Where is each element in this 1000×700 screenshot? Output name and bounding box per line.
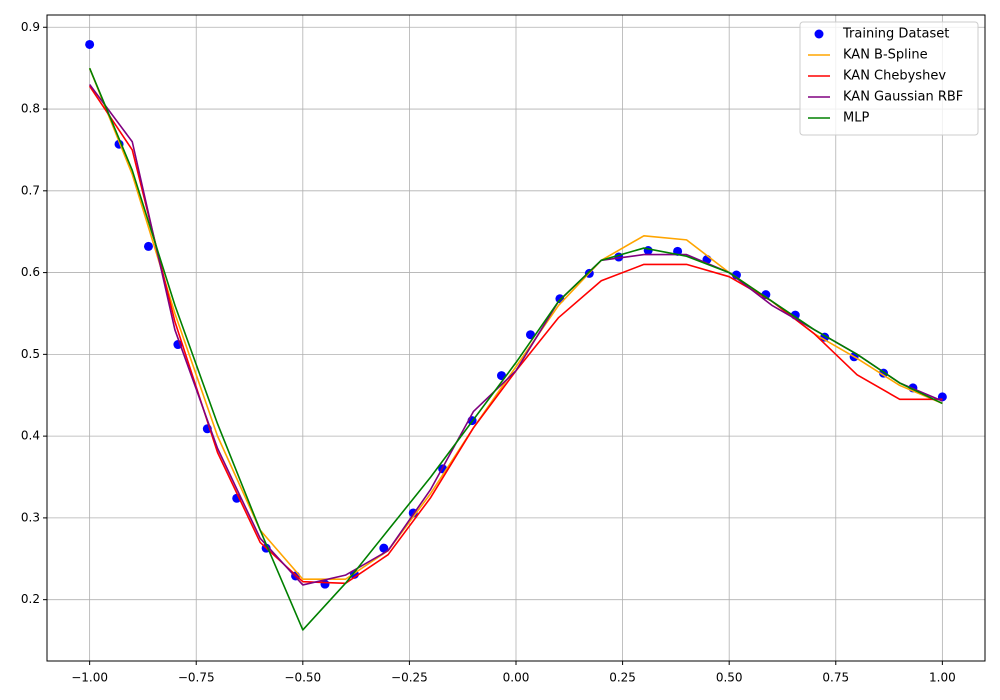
data-point [643,246,653,256]
legend-label: MLP [843,111,869,126]
x-tick-label: −1.00 [71,671,108,685]
data-point [555,294,565,304]
y-tick-label: 0.4 [21,429,40,443]
legend-label: KAN Gaussian RBF [843,90,963,105]
y-tick-label: 0.2 [21,592,40,606]
x-tick-label: 0.75 [822,671,849,685]
x-tick-label: 0.25 [609,671,636,685]
y-tick-label: 0.3 [21,510,40,524]
plot-area [85,39,947,631]
x-tick-label: −0.75 [178,671,215,685]
data-point [379,543,389,553]
data-point [525,330,535,340]
data-point [85,39,95,49]
legend-box [799,21,979,136]
legend-label: Training Dataset [842,27,949,42]
data-point [143,241,153,251]
x-tick-label: −0.50 [284,671,321,685]
y-tick-label: 0.8 [21,102,40,116]
y-tick-label: 0.9 [21,20,40,34]
x-tick-label: 1.00 [929,671,956,685]
legend: Training Dataset KAN B-Spline KAN Chebyshe… [799,21,979,136]
legend-marker [814,29,824,39]
x-tick-label: −0.25 [391,671,428,685]
y-tick-label: 0.6 [21,265,40,279]
x-tick-label: 0.50 [716,671,743,685]
legend-label: KAN Chebyshev [843,69,946,84]
line [88,67,943,631]
axes-frame [46,14,986,662]
x-tick-label: 0.00 [503,671,530,685]
y-tick-label: 0.7 [21,183,40,197]
legend-label: KAN B-Spline [843,48,928,63]
line [88,84,943,586]
y-tick-label: 0.5 [21,347,40,361]
